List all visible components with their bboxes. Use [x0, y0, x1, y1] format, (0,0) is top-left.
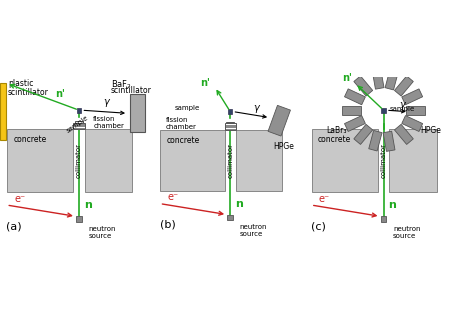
Text: sample: sample	[174, 105, 200, 111]
Bar	[402, 115, 423, 131]
Bar	[344, 115, 365, 131]
Text: neutron
source: neutron source	[393, 226, 420, 239]
Text: γ: γ	[103, 97, 109, 107]
Text: scintillator: scintillator	[8, 88, 49, 97]
Bar	[0, 83, 6, 140]
Bar	[76, 216, 82, 222]
Bar	[372, 69, 384, 89]
Text: fission
chamber: fission chamber	[166, 117, 196, 130]
Bar	[73, 123, 85, 129]
Bar	[7, 129, 73, 192]
Text: γ: γ	[399, 100, 405, 110]
Bar	[76, 108, 82, 113]
Text: e⁻: e⁻	[167, 193, 178, 202]
Bar	[160, 130, 225, 191]
Text: (b): (b)	[159, 220, 175, 230]
Text: HPGe: HPGe	[273, 142, 294, 151]
Text: concrete: concrete	[166, 136, 200, 145]
Bar	[225, 124, 235, 130]
Bar	[268, 105, 290, 136]
Text: (a): (a)	[6, 222, 22, 232]
Bar	[402, 89, 423, 105]
Bar	[394, 124, 413, 144]
Bar	[228, 109, 233, 114]
Bar	[226, 122, 234, 124]
Bar	[85, 129, 132, 192]
Text: collimator: collimator	[76, 143, 82, 178]
Bar	[75, 121, 83, 123]
Text: sample: sample	[390, 105, 415, 112]
Text: n: n	[84, 200, 92, 210]
Text: n': n'	[342, 73, 352, 83]
Text: e⁻: e⁻	[14, 194, 25, 204]
Text: plastic: plastic	[8, 79, 33, 88]
Text: BaF$_2$: BaF$_2$	[110, 79, 131, 91]
Bar	[383, 131, 395, 151]
Text: n': n'	[55, 89, 65, 100]
Text: collimator: collimator	[381, 143, 387, 178]
Text: HPGe: HPGe	[420, 126, 442, 135]
Text: collimator: collimator	[227, 143, 233, 178]
Text: fission
chamber: fission chamber	[93, 116, 124, 129]
Text: e⁻: e⁻	[319, 194, 330, 204]
Text: γ: γ	[253, 104, 259, 114]
Bar	[381, 108, 386, 113]
Text: (c): (c)	[311, 222, 326, 232]
Text: n: n	[235, 198, 243, 208]
Text: neutron
source: neutron source	[88, 226, 116, 239]
Text: concrete: concrete	[13, 135, 47, 144]
Text: n': n'	[200, 79, 210, 89]
Bar	[381, 216, 387, 222]
Bar	[385, 69, 398, 90]
Text: concrete: concrete	[318, 135, 351, 144]
Bar	[389, 129, 436, 192]
Bar	[344, 89, 365, 105]
Bar	[227, 215, 233, 220]
Bar	[354, 124, 373, 144]
Bar	[312, 129, 378, 192]
Text: LaBr₃: LaBr₃	[326, 126, 346, 135]
Bar	[369, 130, 382, 151]
Bar	[354, 76, 373, 96]
Bar	[235, 130, 282, 191]
Bar	[130, 94, 145, 132]
Bar	[406, 106, 425, 115]
Bar	[394, 76, 413, 96]
Text: neutron
source: neutron source	[240, 223, 267, 236]
Text: scintillator: scintillator	[110, 86, 152, 95]
Text: sample: sample	[65, 115, 90, 134]
Bar	[343, 106, 361, 115]
Text: n: n	[388, 200, 396, 210]
